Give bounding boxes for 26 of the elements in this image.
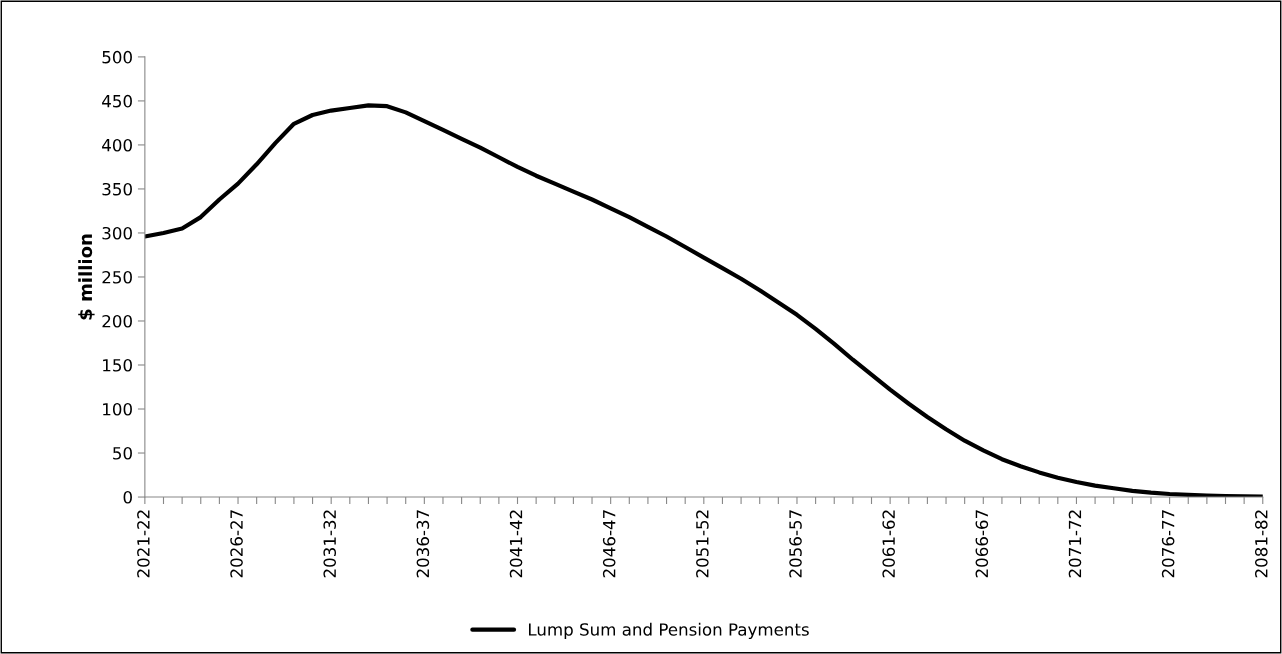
y-tick-label: 200: [102, 314, 132, 328]
y-tick-label: 450: [102, 94, 132, 108]
x-tick-label: 2071-72: [1068, 510, 1082, 578]
y-tick-label: 0: [123, 491, 132, 504]
x-tick-label: 2036-37: [416, 510, 430, 578]
x-tick-label: 2021-22: [137, 510, 150, 578]
legend-label: Lump Sum and Pension Payments: [529, 622, 809, 639]
x-tick-label: 2081-82: [1255, 510, 1268, 578]
y-tick-label: 250: [102, 270, 132, 284]
x-tick-label: 2061-62: [882, 510, 895, 578]
y-axis-title: $ million: [78, 234, 95, 320]
y-tick-label: 50: [113, 446, 132, 460]
y-tick-label: 500: [102, 50, 132, 64]
y-tick-label: 400: [102, 138, 132, 152]
x-tick-label: 2051-52: [696, 510, 709, 578]
y-tick-label: 100: [103, 402, 132, 416]
x-tick-label: 2041-42: [509, 510, 523, 578]
y-tick-label: 150: [103, 358, 132, 372]
x-tick-label: 2076-77: [1161, 510, 1175, 578]
y-tick-label: 350: [102, 182, 132, 196]
x-tick-label: 2046-47: [602, 510, 616, 578]
x-tick-label: 2026-27: [230, 510, 243, 578]
x-tick-label: 2031-32: [323, 510, 337, 578]
x-tick-label: 2066-67: [975, 510, 989, 578]
y-tick-label: 300: [102, 226, 132, 240]
x-tick-label: 2056-57: [789, 510, 802, 578]
